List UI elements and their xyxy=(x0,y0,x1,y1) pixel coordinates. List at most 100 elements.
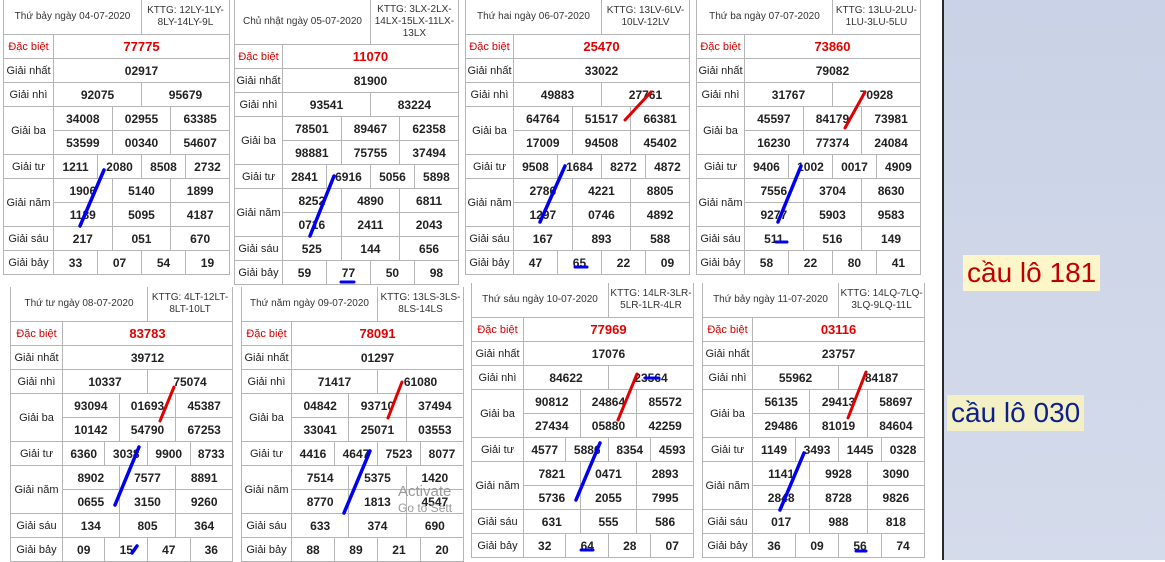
prize-giai-bay: 22 xyxy=(787,250,833,275)
prize-dac-biet: 77775 xyxy=(53,34,230,59)
prize-giai-sau: 670 xyxy=(170,226,230,251)
table-kttg: KTTG: 4LT-12LT-8LT-10LT xyxy=(147,287,234,322)
label-giai-nhat: Giải nhất xyxy=(702,341,753,366)
prize-giai-nam: 4221 xyxy=(571,178,632,203)
prize-giai-ba: 04842 xyxy=(290,393,350,418)
label-giai-sau: Giải sáu xyxy=(234,236,283,261)
table-kttg: KTTG: 14LR-3LR-5LR-1LR-4LR xyxy=(608,283,694,318)
prize-giai-nhi: 95679 xyxy=(141,82,230,107)
table-date: Thứ bảy ngày 04-07-2020 xyxy=(2,0,143,35)
prize-giai-ba: 24084 xyxy=(861,130,921,155)
prize-giai-tu: 8733 xyxy=(189,441,234,466)
prize-giai-ba: 77374 xyxy=(802,130,863,155)
table-date: Thứ bảy ngày 11-07-2020 xyxy=(701,283,840,318)
prize-giai-tu: 2841 xyxy=(282,164,327,189)
prize-giai-nhat: 33022 xyxy=(513,58,690,83)
label-giai-nhi: Giải nhì xyxy=(471,365,524,390)
label-dac-biet: Đặc biệt xyxy=(702,317,753,342)
prize-giai-ba: 93094 xyxy=(62,393,120,418)
label-giai-sau: Giải sáu xyxy=(465,226,514,251)
prize-giai-nam: 2043 xyxy=(399,212,459,237)
prize-giai-tu: 4647 xyxy=(333,441,378,466)
prize-giai-ba: 37494 xyxy=(405,393,465,418)
prize-giai-sau: 818 xyxy=(866,509,926,534)
table-kttg: KTTG: 12LY-1LY-8LY-14LY-9L xyxy=(141,0,230,35)
prize-giai-bay: 65 xyxy=(556,250,602,275)
table-date: Thứ tư ngày 08-07-2020 xyxy=(9,287,149,322)
label-giai-tu: Giải tư xyxy=(10,441,63,466)
prize-giai-nam: 9277 xyxy=(744,202,804,227)
prize-giai-tu: 1684 xyxy=(556,154,602,179)
label-giai-ba: Giải ba xyxy=(3,106,54,155)
prize-giai-ba: 05880 xyxy=(579,413,638,438)
prize-giai-sau: 555 xyxy=(579,509,638,534)
activate-windows-watermark: Activate Go to Sett xyxy=(398,484,452,516)
lottery-table-2: Chủ nhật ngày 05-07-2020 KTTG: 3LX-2LX-14… xyxy=(234,0,459,285)
prize-giai-nhi: 71417 xyxy=(291,369,378,394)
prize-giai-tu: 4593 xyxy=(650,437,694,462)
prize-giai-tu: 8077 xyxy=(419,441,465,466)
prize-giai-tu: 8508 xyxy=(141,154,186,179)
prize-giai-nhi: 70928 xyxy=(831,82,921,107)
label-giai-nhat: Giải nhất xyxy=(3,58,54,83)
prize-giai-nhi: 92075 xyxy=(52,82,143,107)
prize-giai-ba: 24864 xyxy=(579,389,638,414)
prize-giai-bay: 58 xyxy=(744,250,789,275)
prize-giai-nam: 4547 xyxy=(405,489,465,514)
label-giai-ba: Giải ba xyxy=(241,393,292,442)
prize-giai-ba: 84604 xyxy=(866,413,926,438)
prize-giai-bay: 59 xyxy=(282,260,327,285)
label-giai-nhi: Giải nhì xyxy=(702,365,753,390)
lottery-table-5: Thứ tư ngày 08-07-2020 KTTG: 4LT-12LT-8LT… xyxy=(9,287,234,562)
prize-giai-nhi: 84622 xyxy=(522,365,610,390)
prize-giai-tu: 9406 xyxy=(744,154,789,179)
prize-giai-nam: 2055 xyxy=(579,485,638,510)
prize-giai-ba: 98881 xyxy=(282,140,342,165)
prize-giai-tu: 4872 xyxy=(644,154,690,179)
prize-giai-ba: 94508 xyxy=(571,130,632,155)
prize-giai-tu: 1445 xyxy=(838,437,883,462)
prize-giai-bay: 19 xyxy=(184,250,230,275)
prize-giai-sau: 690 xyxy=(405,513,465,538)
label-giai-nam: Giải năm xyxy=(241,465,292,514)
label-giai-nhat: Giải nhất xyxy=(471,341,524,366)
table-date: Thứ hai ngày 06-07-2020 xyxy=(465,0,602,35)
prize-giai-tu: 9508 xyxy=(513,154,558,179)
prize-giai-nam: 4187 xyxy=(170,202,230,227)
prize-giai-nhi: 27761 xyxy=(600,82,690,107)
prize-giai-tu: 6360 xyxy=(61,441,106,466)
prize-giai-sau: 217 xyxy=(53,226,113,251)
prize-giai-ba: 17009 xyxy=(513,130,573,155)
prize-giai-bay: 36 xyxy=(189,537,234,562)
cau-lo-181-label: cầu lô 181 xyxy=(963,255,1101,291)
prize-giai-nam: 0716 xyxy=(282,212,342,237)
prize-giai-bay: 09 xyxy=(61,537,106,562)
table-kttg: KTTG: 3LX-2LX-14LX-15LX-11LX-13LX xyxy=(369,0,459,45)
prize-giai-nhat: 81900 xyxy=(282,68,459,93)
label-giai-sau: Giải sáu xyxy=(10,513,63,538)
prize-giai-nam: 5736 xyxy=(523,485,581,510)
prize-giai-ba: 45387 xyxy=(175,393,234,418)
label-giai-tu: Giải tư xyxy=(241,441,292,466)
prize-giai-nam: 7821 xyxy=(523,461,581,486)
prize-giai-nam: 7577 xyxy=(118,465,177,490)
prize-giai-ba: 58697 xyxy=(866,389,926,414)
lottery-table-4: Thứ ba ngày 07-07-2020 KTTG: 13LU-2LU-1LU… xyxy=(696,0,921,275)
prize-giai-sau: 144 xyxy=(340,236,401,261)
prize-giai-bay: 98 xyxy=(413,260,459,285)
label-giai-nhat: Giải nhất xyxy=(241,345,292,370)
prize-giai-nhi: 55962 xyxy=(751,365,840,390)
label-dac-biet: Đặc biệt xyxy=(465,34,514,59)
label-giai-nam: Giải năm xyxy=(3,178,54,227)
prize-giai-ba: 10142 xyxy=(62,417,120,442)
prize-giai-nhat: 23757 xyxy=(751,341,926,366)
prize-giai-sau: 588 xyxy=(630,226,690,251)
prize-dac-biet: 83783 xyxy=(61,321,234,346)
label-giai-tu: Giải tư xyxy=(471,437,524,462)
prize-giai-nhat: 01297 xyxy=(290,345,465,370)
prize-giai-ba: 53599 xyxy=(53,130,113,155)
label-dac-biet: Đặc biệt xyxy=(10,321,63,346)
label-giai-tu: Giải tư xyxy=(696,154,745,179)
prize-giai-ba: 45597 xyxy=(744,106,804,131)
prize-giai-nhi: 93541 xyxy=(282,92,371,117)
